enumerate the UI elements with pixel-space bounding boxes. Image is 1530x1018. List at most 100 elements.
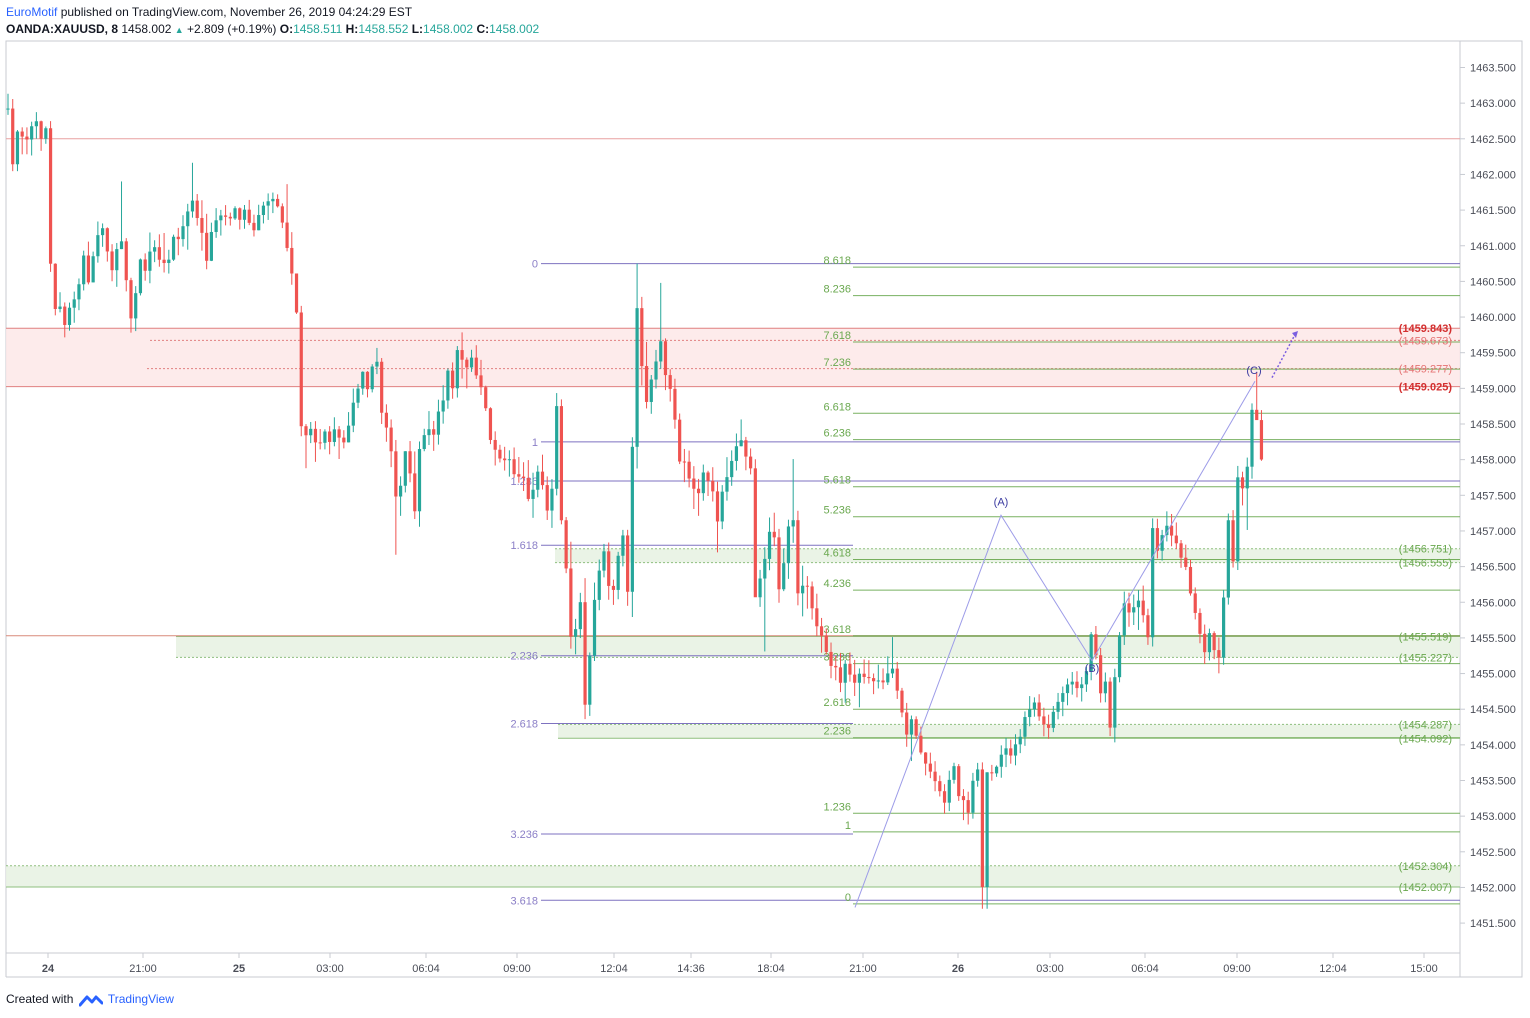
- candle-body: [214, 220, 218, 232]
- candle-body: [649, 379, 653, 402]
- candle-body: [484, 387, 488, 409]
- price-level-label: (1459.673): [1399, 335, 1452, 347]
- candle-body: [20, 131, 24, 137]
- fib-purple-label: 0: [532, 259, 538, 271]
- publish-header: EuroMotif published on TradingView.com, …: [6, 5, 412, 19]
- candle-body: [919, 735, 923, 753]
- fib-green-label: 3.236: [823, 652, 851, 664]
- symbol-bar: OANDA:XAUUSD, 8 1458.002 ▲ +2.809 (+0.19…: [6, 22, 539, 36]
- candle-body: [871, 678, 876, 682]
- candle-body: [1174, 535, 1178, 544]
- candle-body: [659, 341, 663, 362]
- candle-body: [1051, 711, 1055, 728]
- candle-body: [304, 426, 308, 436]
- candle-body: [952, 766, 956, 780]
- candle-body: [1217, 650, 1221, 658]
- candle-body: [782, 563, 786, 590]
- candle-body: [1047, 724, 1051, 728]
- candle-body: [663, 341, 668, 376]
- candle-body: [947, 779, 951, 803]
- candle-body: [1151, 528, 1155, 638]
- candle-body: [692, 478, 696, 489]
- y-tick-label: 1451.500: [1470, 918, 1516, 930]
- candle-body: [1165, 525, 1169, 536]
- close-value: 1458.002: [489, 22, 540, 36]
- candle-body: [67, 307, 72, 325]
- price-level-label: (1459.025): [1399, 382, 1453, 394]
- candle-body: [1094, 634, 1098, 656]
- candle-body: [1226, 520, 1230, 598]
- candle-body: [365, 371, 370, 390]
- candle-body: [540, 471, 545, 486]
- candle-body: [1056, 701, 1060, 712]
- candle-body: [938, 781, 942, 792]
- candle-body: [219, 215, 223, 221]
- candle-body: [1231, 520, 1235, 562]
- candle-body: [455, 350, 459, 389]
- x-tick-label: 21:00: [129, 963, 157, 975]
- price-level-label: (1452.007): [1399, 882, 1452, 894]
- candle-body: [209, 231, 213, 261]
- candle-body: [157, 247, 161, 260]
- candle-body: [1259, 420, 1264, 460]
- candle-body: [299, 312, 303, 427]
- candle-body: [654, 361, 658, 380]
- candle-body: [999, 754, 1003, 767]
- support-zone: [176, 636, 1460, 658]
- candle-body: [805, 585, 809, 587]
- x-tick-label: 12:04: [1319, 963, 1347, 975]
- candle-body: [167, 259, 171, 264]
- candle-body: [1132, 607, 1136, 613]
- candle-body: [105, 228, 109, 252]
- candle-body: [531, 489, 535, 499]
- candle-body: [427, 429, 431, 436]
- candle-body: [285, 222, 289, 248]
- fib-green-label: 7.236: [823, 357, 851, 369]
- candle-body: [819, 626, 824, 636]
- publish-info: published on TradingView.com, November 2…: [60, 5, 413, 19]
- candle-body: [39, 121, 43, 139]
- x-tick-label: 24: [42, 963, 55, 975]
- candle-body: [933, 771, 937, 782]
- candle-body: [498, 449, 502, 459]
- author-link[interactable]: EuroMotif: [6, 5, 58, 19]
- candle-body: [129, 280, 133, 319]
- candle-body: [252, 222, 256, 231]
- candle-body: [294, 273, 299, 313]
- candle-body: [990, 772, 994, 774]
- symbol-name[interactable]: OANDA:XAUUSD, 8: [6, 22, 119, 36]
- candle-body: [266, 201, 270, 206]
- candle-body: [763, 558, 767, 579]
- candle-body: [569, 568, 573, 637]
- candle-body: [479, 375, 483, 388]
- candle-body: [914, 719, 918, 736]
- candle-body: [597, 570, 601, 600]
- fib-green-label: 5.236: [823, 505, 851, 517]
- candle-body: [465, 359, 469, 368]
- candle-body: [1179, 543, 1183, 558]
- candle-body: [422, 435, 426, 450]
- candle-body: [290, 247, 294, 274]
- fib-green-label: 1: [845, 820, 851, 832]
- fib-purple-label: 3.618: [510, 895, 538, 907]
- candle-body: [195, 200, 199, 219]
- candle-body: [749, 456, 753, 469]
- tradingview-link[interactable]: TradingView: [107, 992, 174, 1006]
- candle-body: [138, 259, 143, 294]
- candle-body: [503, 458, 507, 461]
- candle-body: [758, 578, 762, 598]
- candle-body: [82, 255, 86, 285]
- candle-body: [607, 551, 611, 586]
- candle-body: [1108, 681, 1112, 728]
- candle-body: [994, 766, 999, 774]
- candle-body: [673, 388, 677, 420]
- fib-green-label: 2.618: [823, 697, 851, 709]
- candle-body: [857, 673, 861, 683]
- y-tick-label: 1459.000: [1470, 383, 1516, 395]
- candle-body: [276, 198, 280, 207]
- x-tick-label: 03:00: [316, 963, 344, 975]
- fib-purple-label: 1.618: [510, 540, 538, 552]
- candle-body: [403, 451, 407, 486]
- candle-body: [342, 437, 346, 443]
